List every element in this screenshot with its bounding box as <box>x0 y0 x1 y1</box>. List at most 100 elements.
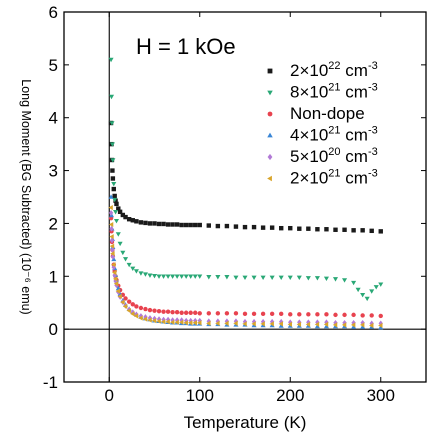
data-point <box>160 319 166 325</box>
data-point <box>130 302 135 307</box>
x-tick-label: 0 <box>105 386 114 405</box>
data-point <box>360 324 366 329</box>
data-point <box>206 275 212 280</box>
data-point <box>156 221 162 227</box>
data-point <box>138 271 144 276</box>
data-point <box>278 275 284 280</box>
annotation-field: H = 1 kOe <box>136 34 236 59</box>
data-point <box>188 317 193 324</box>
data-point <box>278 323 284 328</box>
data-point <box>323 323 329 329</box>
data-point <box>297 312 302 317</box>
data-point <box>116 206 121 211</box>
data-point <box>192 274 198 279</box>
data-point <box>378 282 384 287</box>
data-point <box>174 319 179 325</box>
data-point <box>288 319 293 326</box>
legend-marker <box>267 132 273 138</box>
data-point <box>112 276 118 282</box>
data-point <box>179 317 184 324</box>
data-point <box>138 305 144 311</box>
data-point <box>242 224 248 230</box>
legend-marker <box>267 153 273 161</box>
data-point <box>117 209 123 214</box>
data-point <box>138 220 144 225</box>
data-point <box>369 313 374 318</box>
data-point <box>152 221 157 226</box>
data-point <box>111 256 117 262</box>
data-point <box>297 226 302 231</box>
data-point <box>109 234 114 240</box>
y-tick-label: 0 <box>49 320 58 339</box>
legend-label: 8×1021 cm-3 <box>290 82 378 102</box>
data-point <box>369 289 375 294</box>
data-point <box>314 323 320 329</box>
x-tick-label: 100 <box>186 386 214 405</box>
data-point <box>332 277 339 282</box>
data-point <box>183 310 189 315</box>
data-point <box>179 310 184 315</box>
data-point <box>112 197 118 203</box>
data-point <box>278 321 283 327</box>
data-point <box>324 312 329 317</box>
data-point <box>108 221 114 228</box>
data-point <box>305 321 311 327</box>
data-point <box>233 311 239 316</box>
data-point <box>143 306 148 312</box>
data-point <box>109 243 115 249</box>
data-point <box>113 219 120 224</box>
data-point <box>130 309 135 316</box>
data-point <box>152 308 157 313</box>
data-point <box>165 309 171 314</box>
data-point <box>111 182 117 187</box>
data-point <box>147 315 153 321</box>
data-point <box>369 322 374 328</box>
data-point <box>269 311 275 317</box>
data-point <box>115 232 121 237</box>
data-point <box>123 257 129 262</box>
data-point <box>233 224 239 229</box>
data-point <box>165 319 170 325</box>
data-point <box>120 250 126 256</box>
data-point <box>288 225 293 231</box>
data-point <box>350 322 356 328</box>
data-point <box>174 274 180 279</box>
data-point <box>122 303 128 309</box>
data-point <box>342 227 347 232</box>
data-point <box>324 227 329 232</box>
series-group <box>108 57 384 302</box>
data-point <box>109 142 115 147</box>
series-group <box>108 215 383 319</box>
data-point <box>156 274 162 279</box>
legend-label: 5×1020 cm-3 <box>290 146 378 166</box>
data-point <box>130 218 135 223</box>
data-point <box>126 217 132 222</box>
data-point <box>110 251 115 257</box>
data-point <box>351 312 356 318</box>
data-point <box>165 274 171 279</box>
data-point <box>151 273 158 279</box>
data-point <box>183 320 188 326</box>
data-point <box>260 321 265 327</box>
data-point <box>242 321 247 327</box>
data-point <box>315 227 320 232</box>
data-point <box>305 276 311 281</box>
data-point <box>197 311 202 316</box>
data-point <box>306 226 311 231</box>
data-point <box>108 57 114 63</box>
data-point <box>193 222 198 228</box>
data-point <box>126 308 131 314</box>
legend-label: 2×1021 cm-3 <box>290 168 378 188</box>
data-point <box>215 223 221 229</box>
data-point <box>197 274 203 279</box>
legend-marker <box>267 90 273 96</box>
data-point <box>179 319 184 325</box>
data-point <box>126 299 132 304</box>
data-point <box>109 225 114 232</box>
data-point <box>147 273 153 278</box>
data-point <box>314 276 320 281</box>
data-point <box>188 320 193 326</box>
data-point <box>251 321 256 327</box>
data-point <box>215 320 220 326</box>
legend: 2×1022 cm-38×1021 cm-3 Non-dope 4×1021 cm-… <box>267 60 378 188</box>
